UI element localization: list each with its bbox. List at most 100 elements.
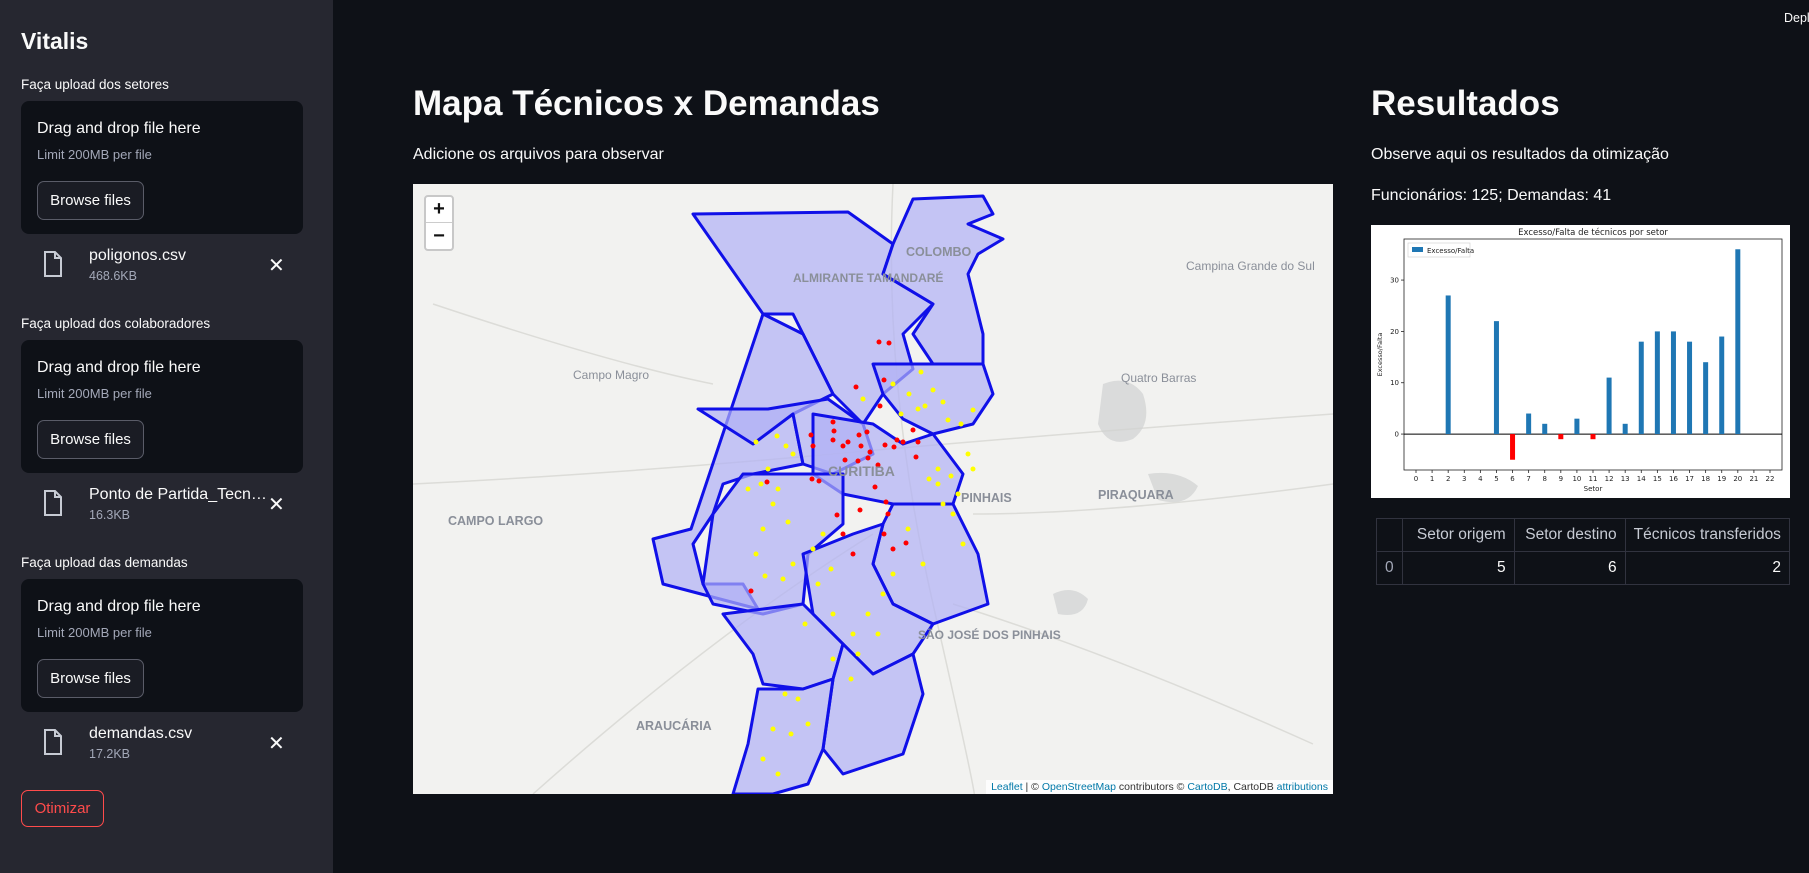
file-name: Ponto de Partida_Tecnicos.csv <box>89 486 267 503</box>
chart-xtick-label: 22 <box>1766 475 1775 483</box>
table-cell: 6 <box>1513 551 1626 585</box>
browse-files-button[interactable]: Browse files <box>37 181 144 220</box>
dropzone-setores[interactable]: Drag and drop file here Limit 200MB per … <box>21 101 303 234</box>
chart-xtick-label: 1 <box>1430 475 1434 483</box>
upload-label-setores: Faça upload dos setores <box>21 77 169 92</box>
remove-file-icon[interactable]: ✕ <box>268 255 285 277</box>
chart-xtick-label: 4 <box>1478 475 1483 483</box>
demand-points <box>748 339 921 594</box>
chart-bar <box>1687 341 1693 435</box>
dropzone-title: Drag and drop file here <box>37 598 201 615</box>
file-name: demandas.csv <box>89 725 193 742</box>
uploaded-file-setores: poligonos.csv 468.6KB ✕ <box>21 243 303 289</box>
map-canvas[interactable]: COLOMBO ALMIRANTE TAMANDARÉ Campina Gran… <box>413 184 1333 794</box>
uploaded-file-demandas: demandas.csv 17.2KB ✕ <box>21 721 303 767</box>
table-cell: 0 <box>1376 551 1403 585</box>
attributions-link[interactable]: attributions <box>1276 781 1328 793</box>
sector-polygon <box>881 194 1005 366</box>
results-caption: Observe aqui os resultados da otimização <box>1371 146 1669 163</box>
chart-bar <box>1703 362 1709 435</box>
place-labels: COLOMBO ALMIRANTE TAMANDARÉ Campina Gran… <box>448 245 1315 733</box>
place-label: Quatro Barras <box>1121 371 1196 385</box>
dropzone-limit: Limit 200MB per file <box>37 386 152 401</box>
dropzone-colaboradores[interactable]: Drag and drop file here Limit 200MB per … <box>21 340 303 473</box>
chart-bar <box>1622 423 1628 435</box>
chart-xtick-label: 6 <box>1510 475 1515 483</box>
table-header: Técnicos transferidos <box>1624 518 1790 552</box>
chart-xtick-label: 16 <box>1669 475 1678 483</box>
table-cell: 5 <box>1401 551 1515 585</box>
place-label: COLOMBO <box>906 245 972 259</box>
map-attribution: Leaflet | © OpenStreetMap contributors ©… <box>986 780 1333 794</box>
chart-xtick-label: 5 <box>1494 475 1498 483</box>
place-label: PINHAIS <box>961 491 1012 505</box>
place-label: Campina Grande do Sul <box>1186 259 1315 273</box>
table-header: Setor origem <box>1401 518 1515 552</box>
chart-xtick-label: 10 <box>1572 475 1581 483</box>
dropzone-title: Drag and drop file here <box>37 120 201 137</box>
sidebar: Vitalis Faça upload dos setores Drag and… <box>0 0 333 873</box>
chart-legend-swatch <box>1412 247 1423 252</box>
remove-file-icon[interactable]: ✕ <box>268 494 285 516</box>
osm-link[interactable]: OpenStreetMap <box>1041 781 1116 793</box>
chart-xtick-label: 7 <box>1526 475 1530 483</box>
chart-ytick-label: 0 <box>1395 431 1399 439</box>
chart-xtick-label: 8 <box>1542 475 1546 483</box>
sector-chart: Excesso/Falta de técnicos por setor 0 10 20… <box>1371 225 1790 498</box>
chart-svg: Excesso/Falta de técnicos por setor 0 10 20… <box>1376 227 1783 493</box>
place-label: PIRAQUARA <box>1098 488 1174 502</box>
file-name: poligonos.csv <box>89 247 186 264</box>
map-title: Mapa Técnicos x Demandas <box>413 84 880 123</box>
place-label: Campo Magro <box>573 368 649 382</box>
table-header-row: Setor origem Setor destino Técnicos tran… <box>1376 518 1790 552</box>
results-title: Resultados <box>1371 84 1560 123</box>
place-label: CAMPO LARGO <box>448 514 543 528</box>
zoom-control: + − <box>424 195 454 251</box>
table-row: 0 5 6 2 <box>1376 551 1790 585</box>
map-water <box>1053 380 1198 615</box>
remove-file-icon[interactable]: ✕ <box>268 733 285 755</box>
file-icon <box>44 490 62 516</box>
chart-ytick-label: 30 <box>1390 277 1399 285</box>
chart-bar <box>1638 341 1644 435</box>
deploy-button[interactable]: Deploy <box>1784 11 1809 25</box>
place-label: ARAUCÁRIA <box>636 718 712 733</box>
dropzone-title: Drag and drop file here <box>37 359 201 376</box>
chart-title: Excesso/Falta de técnicos por setor <box>1518 227 1668 238</box>
chart-ylabel: Excesso/Falta <box>1376 333 1384 377</box>
chart-xtick-label: 2 <box>1446 475 1450 483</box>
chart-bar <box>1670 331 1676 435</box>
chart-xtick-label: 21 <box>1749 475 1758 483</box>
chart-bar <box>1735 249 1741 435</box>
zoom-in-button[interactable]: + <box>426 197 452 223</box>
cartodb-link[interactable]: CartoDB <box>1187 781 1228 793</box>
table-cell: 2 <box>1624 551 1790 585</box>
chart-xtick-label: 3 <box>1462 475 1466 483</box>
sector-polygons <box>651 194 1005 794</box>
attribution-text: , CartoDB <box>1227 781 1277 793</box>
map[interactable]: COLOMBO ALMIRANTE TAMANDARÉ Campina Gran… <box>413 184 1333 794</box>
attribution-text: | © <box>1022 781 1042 793</box>
chart-xtick-label: 19 <box>1717 475 1726 483</box>
upload-label-demandas: Faça upload das demandas <box>21 555 188 570</box>
leaflet-link[interactable]: Leaflet <box>991 781 1023 793</box>
dropzone-demandas[interactable]: Drag and drop file here Limit 200MB per … <box>21 579 303 712</box>
map-caption: Adicione os arquivos para observar <box>413 146 664 163</box>
chart-bar <box>1542 423 1548 435</box>
dropzone-limit: Limit 200MB per file <box>37 147 152 162</box>
place-label: CURITIBA <box>828 463 895 479</box>
optimize-button[interactable]: Otimizar <box>21 790 104 827</box>
app-title: Vitalis <box>21 28 89 54</box>
technician-points <box>745 369 976 777</box>
chart-bar <box>1526 413 1532 435</box>
zoom-out-button[interactable]: − <box>433 224 445 247</box>
chart-bar <box>1654 331 1660 435</box>
file-icon <box>44 251 62 277</box>
chart-bar <box>1574 418 1580 435</box>
results-summary: Funcionários: 125; Demandas: 41 <box>1371 187 1612 204</box>
upload-label-colaboradores: Faça upload dos colaboradores <box>21 316 211 331</box>
chart-xtick-label: 20 <box>1733 475 1742 483</box>
browse-files-button[interactable]: Browse files <box>37 420 144 459</box>
browse-files-button[interactable]: Browse files <box>37 659 144 698</box>
chart-bar <box>1510 434 1516 460</box>
